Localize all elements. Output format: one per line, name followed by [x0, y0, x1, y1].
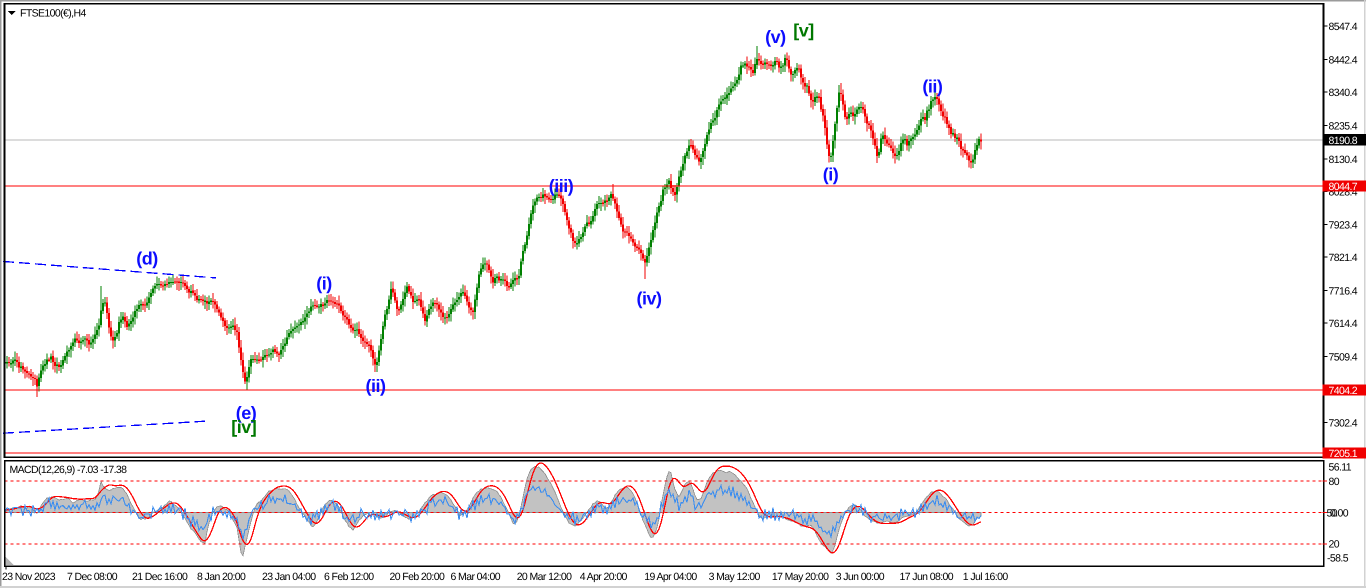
- svg-text:3 Jun 00:00: 3 Jun 00:00: [836, 571, 885, 583]
- svg-text:20 Mar 12:00: 20 Mar 12:00: [517, 571, 572, 583]
- svg-text:7614.4: 7614.4: [1329, 318, 1358, 330]
- svg-text:56.11: 56.11: [1329, 462, 1352, 474]
- svg-text:(iii): (iii): [549, 176, 574, 196]
- svg-text:8442.4: 8442.4: [1329, 54, 1358, 66]
- svg-text:0.00: 0.00: [1330, 508, 1349, 520]
- svg-text:8 Jan 20:00: 8 Jan 20:00: [197, 571, 246, 583]
- svg-text:8235.4: 8235.4: [1329, 120, 1358, 132]
- svg-text:7923.4: 7923.4: [1329, 220, 1358, 232]
- svg-text:8340.4: 8340.4: [1329, 87, 1358, 99]
- svg-text:6 Feb 12:00: 6 Feb 12:00: [324, 571, 374, 583]
- svg-text:8547.4: 8547.4: [1329, 21, 1358, 33]
- svg-text:[iv]: [iv]: [231, 417, 256, 437]
- svg-text:50: 50: [1327, 508, 1338, 520]
- svg-text:80: 80: [1329, 476, 1340, 488]
- svg-text:1 Jul 16:00: 1 Jul 16:00: [963, 571, 1009, 583]
- svg-text:8130.4: 8130.4: [1329, 154, 1358, 166]
- svg-text:(e): (e): [236, 403, 257, 423]
- svg-text:7509.4: 7509.4: [1329, 352, 1358, 364]
- svg-text:FTSE100(€),H4: FTSE100(€),H4: [20, 8, 86, 20]
- svg-text:7716.4: 7716.4: [1329, 286, 1358, 298]
- svg-text:23 Nov 2023: 23 Nov 2023: [2, 571, 56, 583]
- svg-text:(i): (i): [316, 274, 332, 294]
- svg-text:6 Mar 04:00: 6 Mar 04:00: [451, 571, 501, 583]
- svg-text:3 May 12:00: 3 May 12:00: [709, 571, 761, 583]
- svg-text:20 Feb 20:00: 20 Feb 20:00: [390, 571, 445, 583]
- svg-text:7404.2: 7404.2: [1329, 385, 1358, 397]
- svg-text:8190.8: 8190.8: [1329, 135, 1358, 147]
- svg-text:8044.7: 8044.7: [1329, 181, 1358, 193]
- svg-text:MACD(12,26,9) -7.03 -17.38: MACD(12,26,9) -7.03 -17.38: [10, 464, 128, 476]
- svg-text:(ii): (ii): [366, 376, 386, 396]
- svg-text:(v): (v): [765, 27, 786, 47]
- svg-text:7205.1: 7205.1: [1329, 448, 1358, 460]
- svg-text:-58.5: -58.5: [1327, 553, 1349, 565]
- svg-text:17 Jun 08:00: 17 Jun 08:00: [900, 571, 954, 583]
- svg-text:7302.4: 7302.4: [1329, 417, 1358, 429]
- svg-text:4 Apr 20:00: 4 Apr 20:00: [580, 571, 628, 583]
- svg-text:20: 20: [1329, 539, 1340, 551]
- svg-text:23 Jan 04:00: 23 Jan 04:00: [262, 571, 316, 583]
- svg-text:[v]: [v]: [793, 21, 814, 41]
- svg-text:21 Dec 16:00: 21 Dec 16:00: [132, 571, 188, 583]
- svg-text:(iv): (iv): [637, 288, 663, 308]
- svg-text:17 May 20:00: 17 May 20:00: [772, 571, 829, 583]
- svg-text:19 Apr 04:00: 19 Apr 04:00: [644, 571, 697, 583]
- svg-text:(ii): (ii): [922, 77, 942, 97]
- svg-text:(d): (d): [136, 248, 158, 268]
- svg-text:(i): (i): [823, 165, 839, 185]
- svg-text:7 Dec 08:00: 7 Dec 08:00: [67, 571, 118, 583]
- svg-text:7821.4: 7821.4: [1329, 252, 1358, 264]
